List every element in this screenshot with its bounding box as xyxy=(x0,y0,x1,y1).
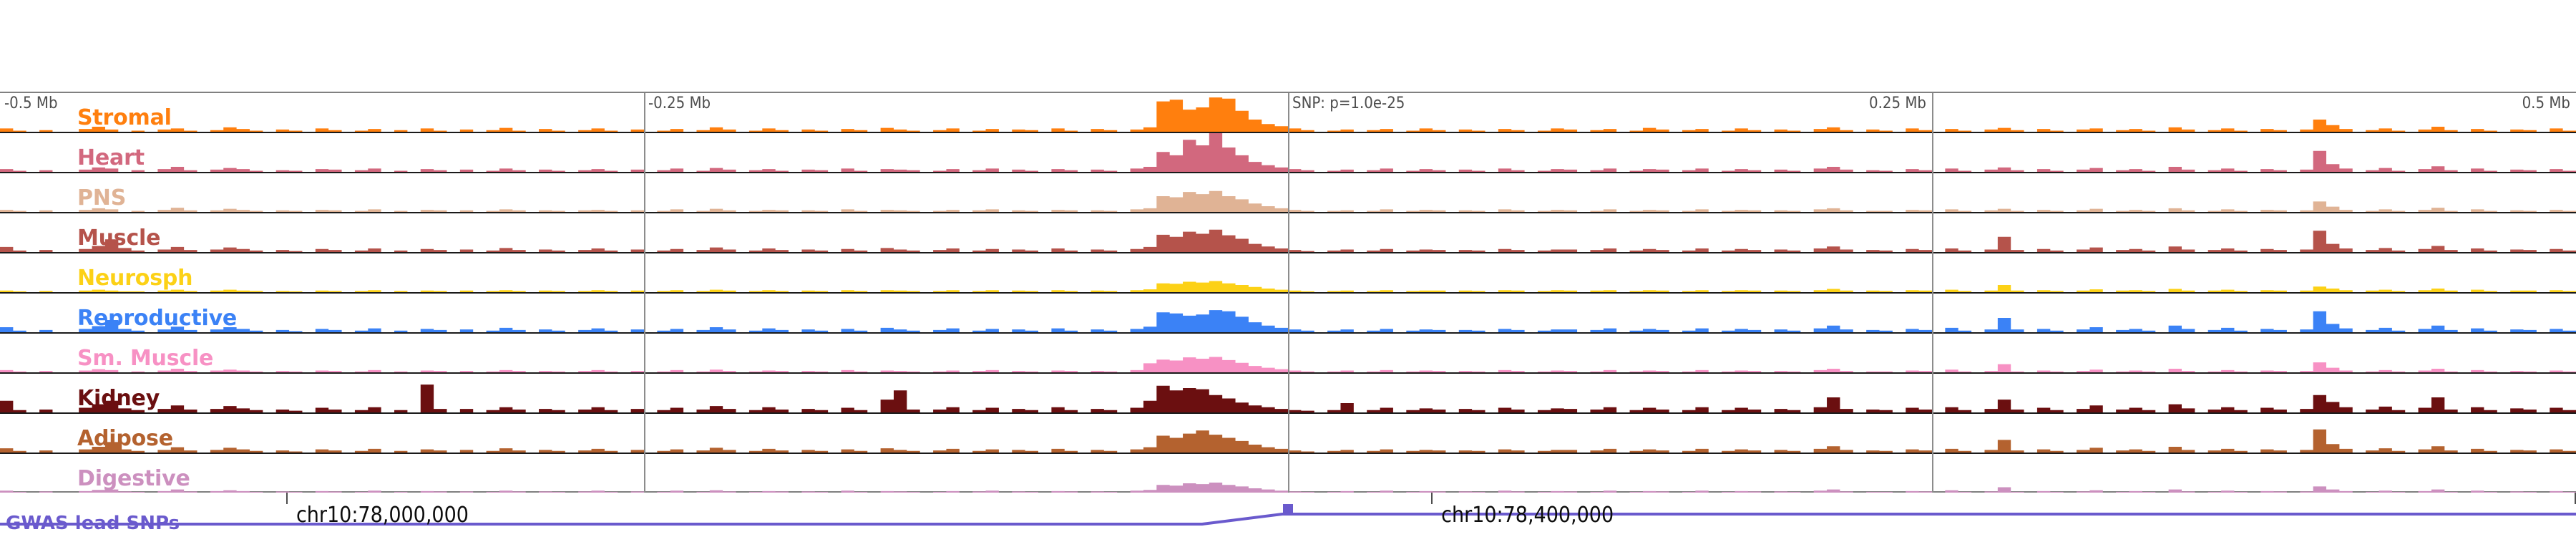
signal-track-panel[interactable]: Stromal Heart PNS Muscle Neurosph Reproductiv… xyxy=(0,92,2576,494)
ruler-tick-label: -0.25 Mb xyxy=(648,95,711,112)
ruler-tick-label: -0.5 Mb xyxy=(4,95,58,112)
top-spacer xyxy=(0,0,2576,92)
signal-area xyxy=(0,294,2576,332)
ruler-gridline xyxy=(1932,93,1933,494)
ruler-gridline xyxy=(1288,93,1289,494)
signal-area xyxy=(0,374,2576,412)
axis-tick-label: chr10:78,000,000 xyxy=(296,503,469,528)
bottom-axis-and-gwas-lane[interactable]: GWAS lead SNPs chr10:78,000,000 chr10:78,… xyxy=(0,493,2576,537)
axis-tick xyxy=(286,493,288,504)
ruler-tick-label: 0.5 Mb xyxy=(2522,95,2570,112)
signal-area xyxy=(0,133,2576,172)
axis-tick-label: chr10:78,400,000 xyxy=(1441,503,1614,528)
axis-tick xyxy=(2575,493,2576,504)
gwas-track-label: GWAS lead SNPs xyxy=(6,513,180,534)
ruler-tick-label: 0.25 Mb xyxy=(1869,95,1926,112)
signal-area xyxy=(0,414,2576,453)
signal-area xyxy=(0,454,2576,493)
signal-area xyxy=(0,173,2576,212)
ruler-gridline xyxy=(644,93,645,494)
signal-area xyxy=(0,93,2576,132)
signal-area xyxy=(0,213,2576,252)
axis-tick xyxy=(1431,493,1433,504)
gwas-lead-snp-track[interactable] xyxy=(0,493,2576,537)
ruler-tick-label: SNP: p=1.0e-25 xyxy=(1292,95,1405,112)
